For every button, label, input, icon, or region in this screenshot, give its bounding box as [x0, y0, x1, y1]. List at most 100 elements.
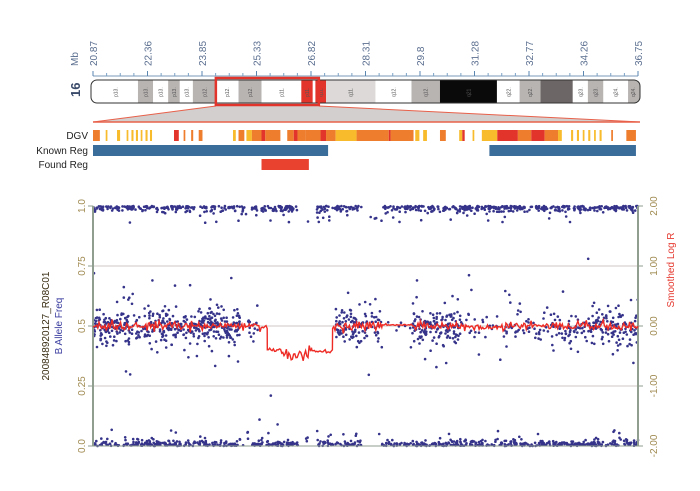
baf-point [187, 441, 190, 445]
baf-point [398, 442, 401, 446]
baf-point [328, 215, 331, 218]
baf-point [95, 207, 99, 210]
baf-point [161, 210, 164, 214]
left-tick-label: 1.0 [77, 199, 88, 213]
baf-point [237, 219, 240, 222]
baf-point [515, 209, 519, 212]
left-tick-label: 0.25 [77, 376, 88, 396]
baf-point [522, 331, 526, 335]
baf-point [448, 329, 451, 332]
baf-point [351, 336, 354, 340]
baf-point [617, 206, 620, 209]
baf-point [380, 443, 384, 447]
baf-point [335, 316, 339, 319]
baf-point [140, 329, 143, 333]
baf-point [472, 440, 476, 443]
baf-point [570, 440, 573, 443]
baf-point [135, 336, 139, 339]
baf-point [432, 320, 436, 323]
baf-point [159, 338, 163, 342]
baf-point [513, 443, 516, 447]
baf-point [584, 207, 587, 211]
baf-point [235, 321, 238, 325]
baf-point [595, 311, 599, 315]
baf-point [220, 319, 224, 322]
baf-point [465, 207, 468, 211]
baf-point [444, 208, 447, 211]
baf-point [216, 443, 219, 447]
mb-tick-label: 26.82 [307, 41, 318, 66]
baf-point [537, 441, 541, 445]
baf-point [202, 319, 206, 322]
dgv-segment [117, 130, 121, 141]
baf-point [140, 438, 144, 442]
baf-point [215, 220, 218, 224]
baf-point [449, 315, 453, 318]
baf-point [417, 208, 420, 212]
baf-point [391, 216, 395, 219]
baf-point [568, 330, 572, 334]
baf-point [206, 320, 210, 324]
baf-point [123, 436, 127, 439]
baf-point [567, 205, 571, 208]
baf-point [370, 311, 374, 315]
baf-point [543, 311, 546, 315]
baf-point [193, 326, 196, 329]
baf-point [93, 330, 97, 333]
baf-point [564, 332, 568, 335]
baf-point [425, 443, 428, 447]
baf-point [564, 210, 567, 214]
baf-point [138, 315, 141, 319]
baf-point [558, 327, 562, 330]
baf-point [148, 342, 152, 345]
baf-point [386, 206, 390, 209]
baf-point [164, 442, 168, 445]
baf-point [224, 440, 228, 443]
baf-point [359, 439, 362, 443]
baf-point [115, 330, 118, 333]
baf-point [544, 326, 548, 329]
baf-point [233, 343, 236, 347]
baf-point [516, 313, 519, 316]
ideogram-band [375, 80, 412, 103]
band-label: q24. [631, 87, 637, 97]
baf-point [484, 335, 487, 339]
baf-point [151, 330, 154, 333]
baf-point [596, 441, 600, 445]
baf-point [212, 335, 215, 338]
baf-point [128, 373, 132, 376]
baf-point [144, 208, 147, 212]
dgv-segment [497, 130, 518, 141]
baf-point [97, 205, 101, 208]
baf-point [631, 207, 634, 210]
baf-point [195, 354, 199, 358]
dgv-segment [544, 130, 559, 141]
baf-point [348, 443, 351, 446]
baf-point [212, 212, 215, 215]
baf-point [576, 350, 580, 354]
dgv-segment [140, 130, 143, 141]
baf-point [619, 342, 622, 346]
baf-point [156, 312, 159, 316]
baf-point [143, 314, 147, 318]
baf-point [452, 330, 456, 333]
band-label: q24. [614, 87, 620, 97]
baf-point [356, 206, 359, 209]
baf-point [435, 317, 438, 321]
baf-point [454, 341, 458, 345]
baf-point [441, 315, 444, 319]
baf-point [340, 311, 344, 314]
baf-point [459, 437, 462, 441]
baf-point [521, 207, 524, 211]
baf-point [411, 207, 415, 211]
baf-point [222, 336, 225, 339]
baf-point [95, 345, 99, 349]
baf-point [528, 208, 531, 212]
baf-point [285, 442, 289, 446]
baf-point [365, 334, 369, 338]
baf-point [141, 208, 144, 212]
baf-point [123, 205, 126, 208]
baf-point [336, 441, 340, 445]
dgv-segment [481, 130, 498, 141]
baf-point [429, 330, 432, 334]
